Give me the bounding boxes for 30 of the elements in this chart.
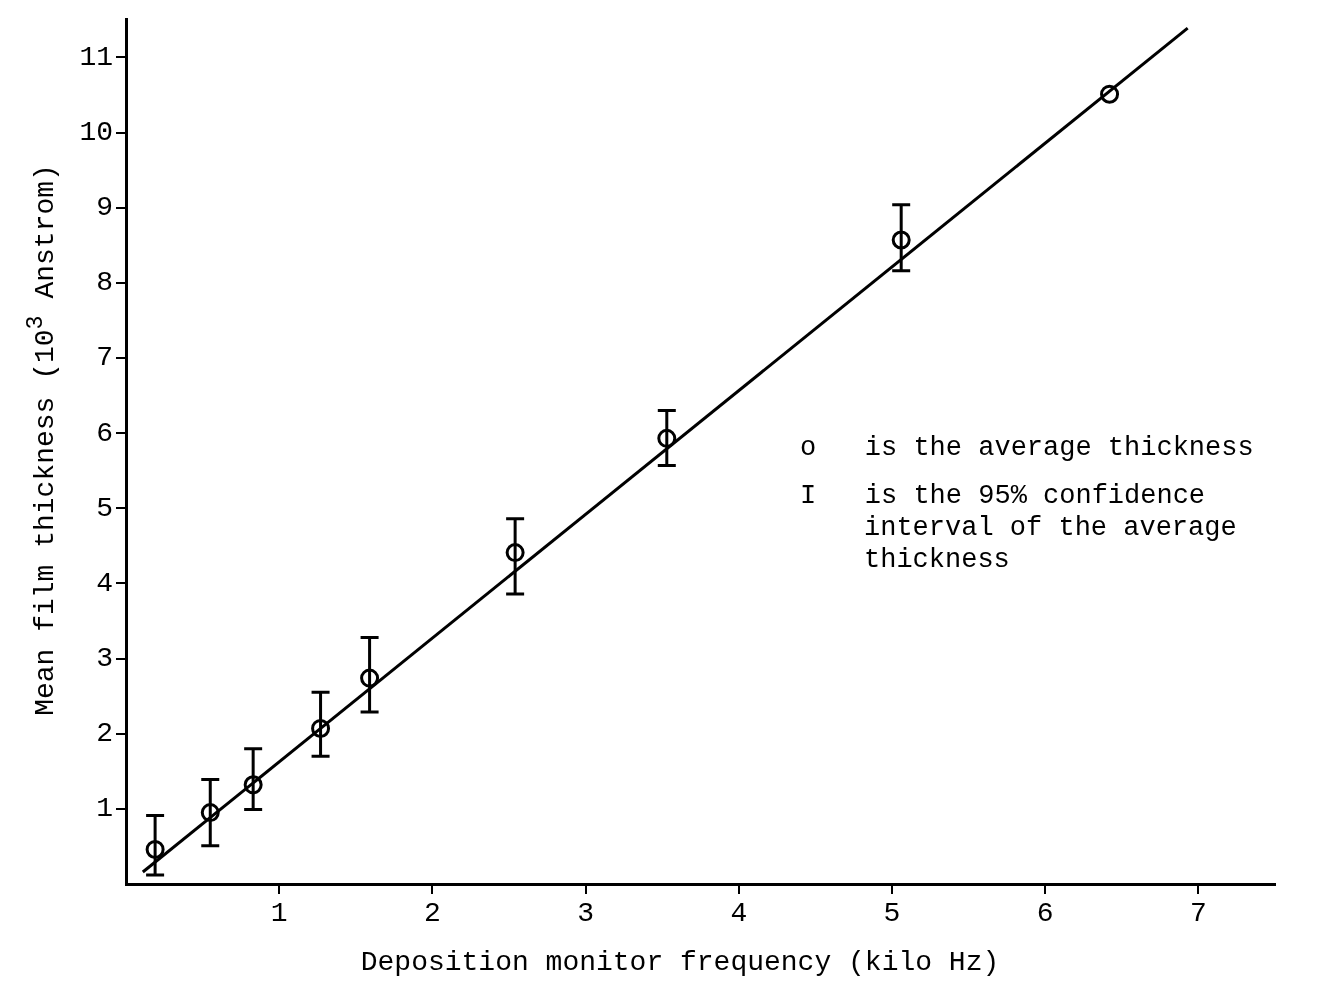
- x-axis-title: Deposition monitor frequency (kilo Hz): [360, 946, 1000, 978]
- point: [891, 230, 911, 250]
- x-tick-label: 5: [883, 898, 901, 930]
- annotation: o is the average thickness: [800, 432, 1255, 464]
- point: [1100, 84, 1120, 104]
- y-tick-label: 4: [96, 567, 113, 599]
- y-tick-label: 1: [96, 793, 113, 825]
- point: [145, 839, 165, 859]
- y-tick-label: 2: [96, 718, 113, 750]
- y-tick-label: 7: [96, 342, 113, 374]
- y-tick-label: 5: [96, 492, 113, 524]
- point: [657, 428, 677, 448]
- point: [505, 543, 525, 563]
- point: [311, 718, 331, 738]
- x-tick-label: 7: [1189, 898, 1207, 930]
- x-tick-label: 3: [577, 898, 595, 930]
- x-tick-label: 2: [423, 898, 441, 930]
- annotation: I is the 95% confidence interval of the average thickness: [800, 480, 1238, 576]
- y-tick-label: 6: [96, 417, 113, 449]
- y-tick-label: 8: [96, 267, 113, 299]
- y-tick-label: 10: [79, 116, 113, 148]
- y-tick-label: 9: [96, 192, 113, 224]
- x-tick-label: 4: [730, 898, 748, 930]
- point: [243, 775, 263, 795]
- x-tick-label: 1: [270, 898, 288, 930]
- y-tick-label: 11: [79, 41, 113, 73]
- point: [360, 668, 380, 688]
- x-tick-label: 6: [1036, 898, 1054, 930]
- point: [200, 803, 220, 823]
- y-tick-label: 3: [96, 642, 113, 674]
